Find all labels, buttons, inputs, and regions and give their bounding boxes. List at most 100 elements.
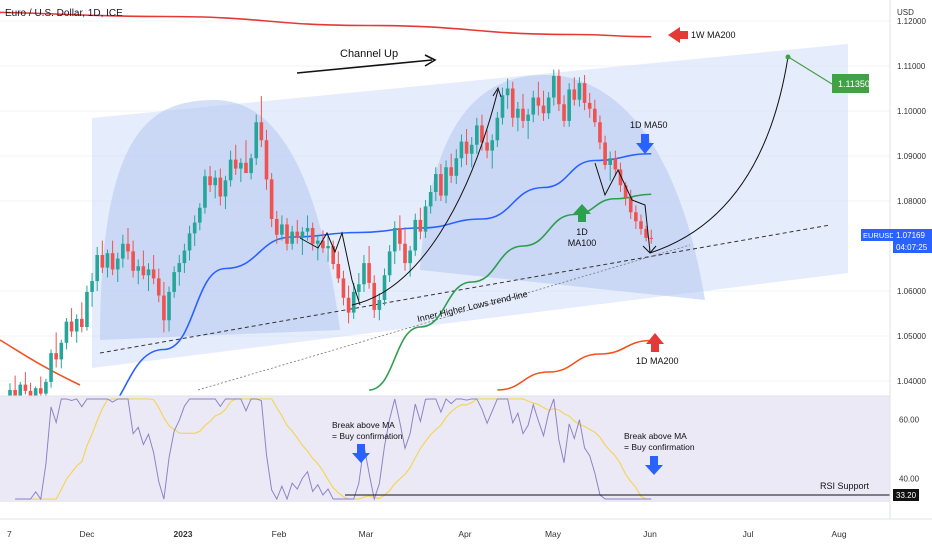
- time-tick-8: Jul: [743, 529, 754, 539]
- candle-104: [541, 105, 546, 114]
- candle-94: [490, 140, 495, 151]
- candle-70: [367, 263, 371, 283]
- candle-87: [454, 158, 459, 176]
- projection-curve-1[interactable]: [351, 89, 499, 306]
- price-axis-ticks[interactable]: 1.12000 1.11000 1.10000 1.09000 1.08000 1.060…: [897, 17, 926, 386]
- candle-51: [269, 179, 274, 219]
- candle-38: [203, 176, 207, 208]
- fractal-zigzag-1[interactable]: [299, 231, 361, 306]
- candle-98: [510, 88, 515, 118]
- candle-58: [305, 228, 310, 232]
- candle-96: [500, 95, 505, 118]
- candle-43: [228, 159, 233, 181]
- fractal-zigzag-2[interactable]: [594, 162, 651, 253]
- time-tick-3: Feb: [272, 529, 287, 539]
- ma-line-2: [497, 339, 652, 391]
- candle-67: [351, 291, 356, 313]
- time-tick-6: May: [545, 529, 562, 539]
- candle-74: [387, 251, 392, 276]
- candle-83: [433, 174, 438, 192]
- candle-0: [8, 390, 12, 399]
- candle-125: [649, 237, 654, 239]
- candle-34: [182, 250, 187, 264]
- ma200-weekly-arrow-icon: [668, 27, 688, 43]
- rsi-line[interactable]: [15, 398, 652, 502]
- rsi-tick-1: 40.00: [899, 474, 920, 483]
- rsi-axis-ticks[interactable]: 60.00 40.00: [899, 416, 920, 484]
- candle-6: [38, 388, 43, 394]
- target-badge[interactable]: [832, 74, 869, 93]
- projection-arrowhead-1: [492, 86, 502, 98]
- inner-higher-lows-trendline[interactable]: [99, 224, 831, 354]
- candle-111: [577, 83, 582, 100]
- projection-curve-2[interactable]: [649, 56, 789, 254]
- current-price-value: 1.07169: [896, 231, 925, 240]
- candle-99: [516, 108, 520, 118]
- candle-65: [341, 278, 346, 298]
- candle-114: [593, 108, 597, 123]
- candle-113: [587, 102, 592, 109]
- candle-39: [208, 176, 212, 186]
- zigzag-arrowhead: [642, 245, 657, 254]
- candle-109: [567, 89, 571, 121]
- time-tick-9: Aug: [831, 529, 846, 539]
- candle-75: [392, 228, 397, 252]
- candle-44: [233, 159, 238, 169]
- time-axis-ticks[interactable]: 7 Dec 2023 Feb Mar Apr May Jun Jul Aug: [7, 529, 847, 539]
- candle-78: [408, 250, 412, 264]
- candle-66: [346, 297, 351, 313]
- price-tick-4: 1.08000: [897, 197, 926, 206]
- candle-120: [623, 185, 628, 198]
- candle-18: [100, 255, 105, 268]
- rsi-break2-line2: = Buy confirmation: [624, 442, 695, 452]
- current-price-badge: [893, 229, 932, 253]
- candle-123: [639, 221, 643, 229]
- candle-101: [526, 114, 530, 121]
- candle-117: [608, 158, 613, 165]
- candle-77: [403, 243, 407, 264]
- candle-47: [249, 158, 253, 174]
- rsi-pane: RSI Support Break above MA = Buy confirm…: [0, 395, 890, 502]
- ma50-label: 1D MA50: [630, 120, 668, 130]
- rsi-break2-line1: Break above MA: [624, 431, 687, 441]
- candle-50: [264, 140, 269, 180]
- candle-37: [198, 207, 202, 223]
- candle-13: [74, 318, 79, 332]
- candle-64: [336, 264, 341, 279]
- countdown-timer: 04:07:25: [896, 243, 928, 252]
- candle-9: [54, 353, 58, 360]
- price-tick-7: 1.04000: [897, 377, 926, 386]
- lower-dotted-trendline[interactable]: [197, 244, 691, 391]
- rsi-arrow2-icon: [645, 456, 663, 475]
- candle-57: [300, 231, 305, 238]
- candle-88: [459, 141, 464, 159]
- trend-lines: [99, 224, 831, 391]
- candle-41: [218, 177, 223, 197]
- candle-12: [69, 321, 74, 332]
- candle-7: [44, 381, 48, 394]
- rsi-tick-0: 60.00: [899, 416, 920, 425]
- candle-115: [598, 122, 602, 143]
- candle-11: [64, 321, 69, 343]
- candle-72: [377, 300, 382, 310]
- candle-28: [151, 269, 156, 279]
- symbol-title: Euro / U.S. Dollar, 1D, ICE: [5, 8, 123, 19]
- candle-69: [362, 263, 366, 285]
- candle-92: [480, 125, 484, 143]
- candle-40: [213, 177, 217, 186]
- target-point[interactable]: [785, 54, 791, 60]
- candle-31: [167, 291, 171, 321]
- target-badge-value: 1.11350: [838, 79, 870, 89]
- candle-106: [551, 75, 556, 98]
- channel-up-arrow[interactable]: [296, 59, 433, 74]
- time-tick-5: Apr: [458, 529, 471, 539]
- rsi-support-label: RSI Support: [820, 481, 870, 491]
- candle-55: [290, 231, 294, 244]
- candle-71: [372, 282, 377, 310]
- candle-105: [546, 97, 551, 114]
- candle-122: [634, 212, 638, 222]
- arc-right: [420, 75, 705, 300]
- time-tick-1: Dec: [79, 529, 95, 539]
